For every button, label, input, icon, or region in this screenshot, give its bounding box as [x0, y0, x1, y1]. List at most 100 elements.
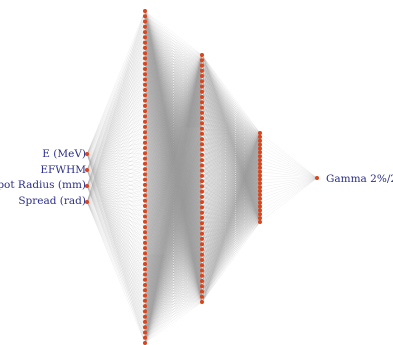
hidden2-node	[200, 189, 204, 194]
hidden3-node	[258, 189, 262, 193]
hidden2-node	[200, 279, 204, 283]
hidden1-node	[143, 109, 147, 114]
hidden2-node	[200, 63, 204, 68]
hidden3-node	[258, 169, 262, 174]
hidden1-node	[143, 314, 147, 319]
hidden1-node	[143, 330, 147, 335]
hidden1-node	[143, 9, 147, 13]
connection-edges	[86, 10, 318, 344]
hidden1-node	[143, 298, 147, 303]
hidden2-node	[200, 158, 204, 163]
hidden2-node	[200, 84, 204, 89]
hidden1-node	[143, 277, 147, 282]
hidden3-node	[258, 154, 262, 159]
hidden1-node	[143, 67, 147, 71]
hidden3-node	[258, 142, 262, 147]
hidden1-node	[143, 82, 147, 87]
hidden2-node	[200, 194, 204, 199]
hidden2-node	[200, 242, 204, 247]
hidden1-node	[143, 251, 147, 256]
hidden3-node	[258, 181, 262, 186]
output-node	[315, 176, 319, 180]
hidden1-node	[143, 135, 147, 140]
hidden3-node	[258, 158, 262, 163]
hidden3-node	[258, 200, 262, 205]
hidden1-node	[143, 209, 147, 214]
hidden1-node	[143, 77, 147, 82]
hidden1-node	[143, 35, 147, 40]
hidden2-node	[200, 263, 204, 268]
hidden1-node	[143, 30, 147, 35]
hidden2-node	[200, 74, 204, 78]
edges-layer-0-to-1	[86, 10, 146, 344]
hidden1-node	[143, 156, 147, 161]
hidden2-node	[200, 226, 204, 231]
hidden2-node	[200, 273, 204, 278]
hidden1-node	[143, 230, 147, 235]
hidden2-node	[200, 142, 204, 147]
hidden2-node	[200, 68, 204, 73]
hidden3-node	[258, 185, 262, 190]
hidden2-node	[200, 89, 204, 94]
hidden1-node	[143, 56, 147, 61]
hidden3-node	[258, 196, 262, 201]
hidden2-node	[200, 58, 204, 63]
hidden1-node	[143, 140, 147, 145]
input-node	[85, 168, 89, 172]
hidden3-node	[258, 216, 262, 221]
hidden3-node	[258, 162, 262, 166]
hidden2-node	[200, 79, 204, 84]
hidden1-node	[143, 177, 147, 182]
hidden3-node	[258, 212, 262, 217]
hidden2-node	[200, 231, 204, 236]
hidden2-node	[200, 126, 204, 131]
hidden3-node	[258, 204, 262, 209]
hidden1-node	[143, 188, 147, 193]
hidden2-node	[200, 147, 204, 152]
hidden2-node	[200, 247, 204, 252]
hidden3-node	[258, 150, 262, 155]
hidden3-node	[258, 208, 262, 213]
hidden2-node	[200, 184, 204, 189]
hidden1-node	[143, 98, 147, 103]
hidden1-node	[143, 93, 147, 98]
hidden1-node	[143, 319, 147, 324]
hidden1-node	[143, 19, 147, 24]
hidden1-node	[143, 193, 147, 198]
hidden1-node	[143, 256, 147, 261]
hidden1-node	[143, 219, 147, 224]
hidden2-node	[200, 168, 204, 173]
hidden2-node	[200, 152, 204, 157]
hidden2-node	[200, 221, 204, 226]
hidden1-node	[143, 341, 147, 345]
hidden2-node	[200, 268, 204, 273]
hidden3-node	[258, 165, 262, 170]
edges-layer-1-to-2	[144, 10, 203, 344]
hidden2-node	[200, 289, 204, 294]
hidden1-node	[143, 119, 147, 124]
hidden3-node	[258, 131, 262, 135]
hidden1-node	[143, 288, 147, 293]
hidden3-node	[258, 192, 262, 197]
hidden1-node	[143, 262, 147, 266]
hidden2-node	[200, 53, 204, 57]
input-node	[85, 200, 89, 204]
hidden1-node	[143, 151, 147, 156]
hidden1-node	[143, 225, 147, 230]
hidden1-node	[143, 146, 147, 150]
hidden2-node	[200, 300, 204, 304]
hidden2-node	[200, 252, 204, 257]
hidden2-node	[200, 131, 204, 136]
hidden3-node	[258, 138, 262, 143]
output-label-gamma: Gamma 2%/2mm	[326, 173, 393, 185]
hidden3-node	[258, 177, 262, 182]
hidden3-node	[258, 173, 262, 178]
hidden1-node	[143, 130, 147, 135]
hidden1-node	[143, 40, 147, 45]
hidden1-node	[143, 103, 147, 108]
hidden1-node	[143, 240, 147, 245]
input-label-spot-radius: Spot Radius (mm)	[0, 179, 86, 191]
hidden1-node	[143, 246, 147, 251]
